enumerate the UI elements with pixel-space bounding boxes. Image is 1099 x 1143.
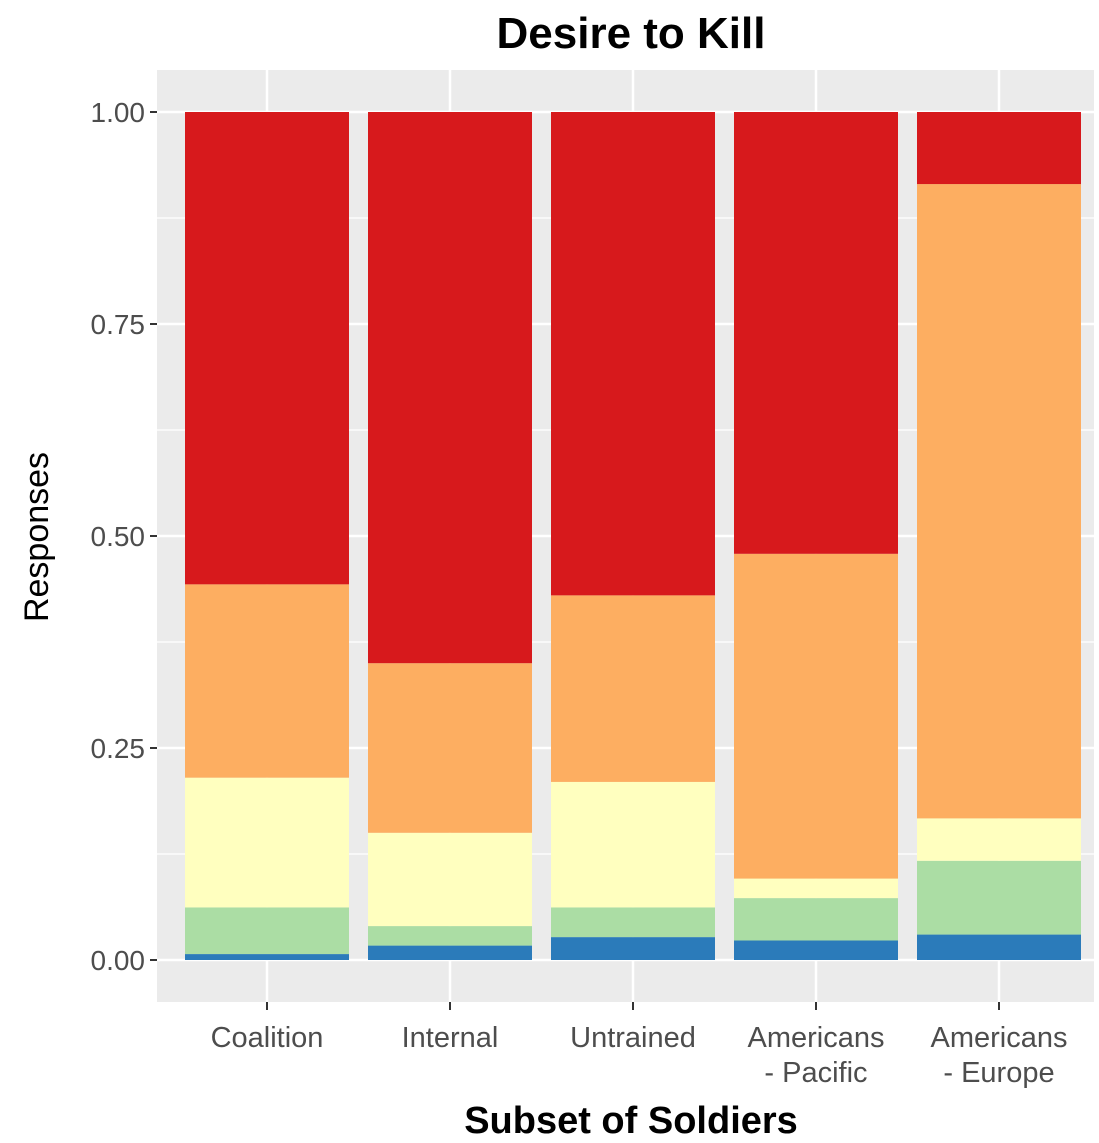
chart-title: Desire to Kill bbox=[497, 9, 766, 58]
y-tick-label: 0.00 bbox=[91, 945, 146, 976]
bar-segment bbox=[917, 860, 1081, 935]
bar-segment bbox=[917, 934, 1081, 960]
bar-segment bbox=[551, 907, 715, 938]
x-tick-label: Untrained bbox=[570, 1022, 696, 1054]
bar-segment bbox=[185, 584, 349, 778]
bar-segment bbox=[185, 112, 349, 585]
bar-stack bbox=[185, 112, 349, 960]
bar-segment bbox=[917, 818, 1081, 861]
bar-segment bbox=[734, 112, 898, 554]
bar-stack bbox=[917, 112, 1081, 960]
bars bbox=[185, 112, 1081, 960]
y-tick-label: 1.00 bbox=[91, 97, 146, 128]
bar-segment bbox=[551, 112, 715, 596]
y-tick-label: 0.50 bbox=[91, 521, 146, 552]
y-axis: 0.00 0.25 0.50 0.75 1.00 bbox=[91, 97, 157, 976]
bar-segment bbox=[368, 926, 532, 946]
bar-segment bbox=[734, 940, 898, 960]
y-tick-label: 0.75 bbox=[91, 309, 146, 340]
x-tick-label: Coalition bbox=[211, 1022, 324, 1054]
bar-stack bbox=[368, 112, 532, 960]
x-axis-title: Subset of Soldiers bbox=[464, 1100, 798, 1142]
bar-segment bbox=[917, 184, 1081, 819]
bar-segment bbox=[734, 878, 898, 899]
x-tick-label: Americans - Pacific bbox=[748, 1022, 885, 1089]
bar-segment bbox=[551, 781, 715, 908]
bar-segment bbox=[734, 898, 898, 941]
y-tick-label: 0.25 bbox=[91, 733, 146, 764]
bar-segment bbox=[368, 663, 532, 833]
bar-segment bbox=[551, 595, 715, 782]
bar-segment bbox=[368, 112, 532, 664]
bar-stack bbox=[734, 112, 898, 960]
bar-segment bbox=[185, 777, 349, 908]
bar-segment bbox=[185, 907, 349, 955]
bar-segment bbox=[551, 937, 715, 960]
x-tick-label: Internal bbox=[402, 1022, 499, 1054]
x-tick-label: Americans - Europe bbox=[931, 1022, 1068, 1089]
bar-segment bbox=[917, 112, 1081, 185]
y-axis-title: Responses bbox=[18, 452, 56, 622]
bar-segment bbox=[368, 945, 532, 960]
bar-segment bbox=[368, 832, 532, 927]
bar-segment bbox=[185, 954, 349, 960]
x-axis: Coalition Internal Untrained Americans - Pac… bbox=[211, 1002, 1068, 1089]
bar-stack bbox=[551, 112, 715, 960]
bar-segment bbox=[734, 553, 898, 879]
